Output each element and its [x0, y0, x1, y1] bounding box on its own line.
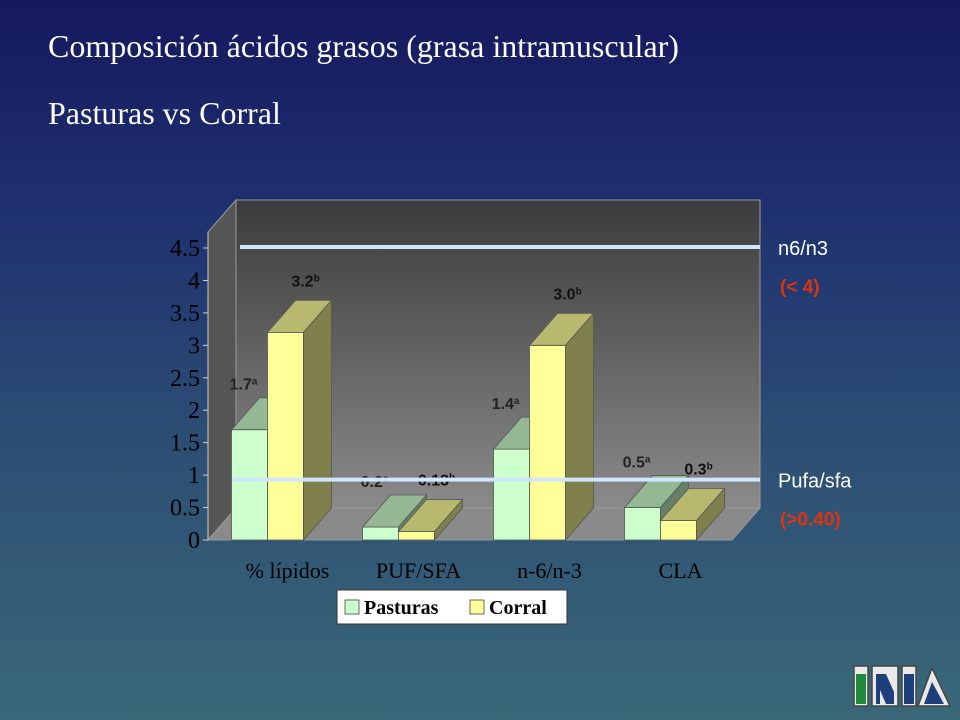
y-tick-label: 3.5: [170, 301, 200, 327]
bar-front: [362, 526, 399, 541]
bar-corral-1: [397, 498, 464, 542]
y-tick-label: 1.5: [170, 431, 200, 457]
bar-front: [660, 520, 697, 541]
category-label: % lípidos: [246, 558, 330, 583]
x-axis-labels: % lípidos PUF/SFA n-6/n-3 CLA: [246, 558, 703, 583]
category-label: CLA: [659, 558, 703, 583]
bar-corral-3: [659, 487, 726, 542]
bar-front: [267, 331, 304, 541]
legend-label: Pasturas: [364, 597, 439, 619]
bar-corral-2: [528, 312, 595, 542]
data-label: 0.3b: [684, 461, 712, 479]
legend-box: [336, 589, 568, 625]
reference-threshold: (>0.40): [780, 510, 841, 531]
y-tick-label: 2: [188, 398, 200, 424]
category-label: PUF/SFA: [376, 558, 461, 583]
data-label: 3.2b: [291, 273, 319, 291]
reference-label: Pufa/sfa: [778, 471, 852, 493]
bar-side: [434, 498, 463, 542]
y-tick-label: 0: [188, 528, 200, 554]
bar-front: [398, 531, 435, 541]
reference-threshold: (< 4): [780, 277, 820, 298]
bar-front: [529, 344, 566, 541]
bar-front: [624, 507, 661, 541]
slide-title: Composición ácidos grasos (grasa intramu…: [48, 28, 679, 64]
y-tick-label: 3: [188, 333, 200, 359]
data-label: 1.7a: [230, 376, 258, 394]
y-tick-label: 4: [188, 268, 200, 294]
reference-lines: n6/n3 (< 4) Pufa/sfa (>0.40): [232, 238, 852, 531]
y-tick-label: 1: [188, 463, 200, 489]
bar-side: [696, 487, 725, 542]
legend: Pasturas Corral: [336, 589, 568, 625]
bar-corral-0: [266, 299, 333, 542]
y-tick-label: 4.5: [170, 236, 200, 262]
inia-logo-icon: [853, 665, 952, 707]
legend-swatch: [469, 599, 485, 615]
legend-label: Corral: [489, 597, 547, 619]
bar-front: [231, 429, 268, 541]
bars: [230, 299, 726, 542]
data-label: 1.4a: [492, 396, 520, 414]
y-axis: 0 0.5 1 1.5 2 2.5 3 3.5 4 4.5: [170, 232, 209, 554]
y-tick-label: 0.5: [170, 496, 200, 522]
data-label: 3.0b: [553, 286, 581, 304]
plot-area: [206, 198, 762, 542]
legend-swatch: [344, 599, 360, 615]
bar-side: [303, 299, 332, 542]
reference-label: n6/n3: [778, 238, 828, 260]
category-label: n-6/n-3: [517, 558, 582, 583]
y-tick-label: 2.5: [170, 366, 200, 392]
slide-subtitle: Pasturas vs Corral: [48, 95, 281, 131]
bar-side: [565, 312, 594, 542]
bar-front: [493, 448, 530, 541]
data-label: 0.5a: [623, 454, 651, 472]
